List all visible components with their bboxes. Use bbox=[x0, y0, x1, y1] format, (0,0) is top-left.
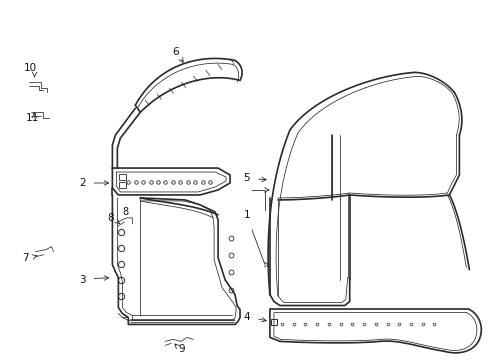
Text: 3: 3 bbox=[79, 275, 86, 285]
Text: 8: 8 bbox=[107, 213, 114, 223]
Text: 1: 1 bbox=[244, 210, 250, 220]
Bar bbox=[271, 319, 277, 325]
Text: 11: 11 bbox=[26, 113, 39, 123]
Text: 9: 9 bbox=[179, 345, 186, 354]
Text: 7: 7 bbox=[23, 253, 29, 263]
Text: 6: 6 bbox=[172, 48, 178, 58]
Bar bbox=[120, 174, 126, 180]
Text: 5: 5 bbox=[244, 173, 250, 183]
Text: 2: 2 bbox=[79, 178, 86, 188]
Text: 8: 8 bbox=[122, 207, 128, 217]
Text: 10: 10 bbox=[24, 63, 37, 73]
Bar bbox=[120, 182, 126, 188]
Text: 4: 4 bbox=[244, 312, 250, 323]
